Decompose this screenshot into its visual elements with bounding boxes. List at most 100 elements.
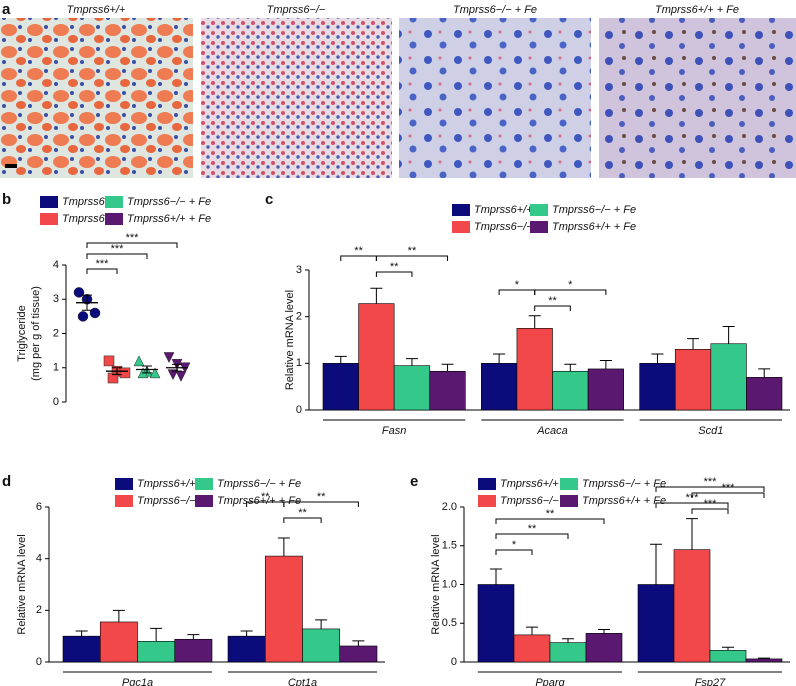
- error-bar: [75, 630, 88, 637]
- data-point: [163, 352, 175, 364]
- micrograph: [0, 18, 193, 178]
- legend-swatch: [105, 196, 123, 208]
- legend-swatch: [40, 213, 58, 225]
- legend-swatch: [530, 204, 548, 216]
- panel-letter: b: [2, 191, 11, 208]
- error-bar: [564, 363, 577, 372]
- micrograph: [599, 18, 796, 178]
- legend-swatch: [560, 495, 578, 507]
- error-bar: [651, 353, 664, 364]
- legend-swatch: [478, 478, 496, 490]
- legend-swatch: [195, 478, 213, 490]
- image-label: Tmprss6+/+ + Fe: [655, 4, 739, 16]
- legend-swatch: [115, 495, 133, 507]
- error-bar: [240, 630, 253, 637]
- error-bar: [686, 518, 698, 550]
- significance-label: *: [568, 279, 573, 291]
- bar: [99, 621, 138, 663]
- image-label: Tmprss6−/−: [267, 4, 326, 16]
- legend-label: Tmprss6−/− + Fe: [582, 478, 666, 490]
- error-bar: [722, 325, 735, 344]
- y-tick-label: 1.5: [442, 540, 457, 552]
- legend-label: Tmprss6−/−: [137, 495, 196, 507]
- significance-label: **: [408, 245, 417, 257]
- y-tick-label: 0: [451, 656, 457, 668]
- sem-bar: [82, 294, 92, 311]
- legend-label: Tmprss6+/+: [137, 478, 196, 490]
- error-bar: [352, 640, 365, 646]
- legend-swatch: [40, 196, 58, 208]
- legend-label: Tmprss6+/+: [500, 478, 559, 490]
- y-tick-label: 0.5: [442, 617, 457, 629]
- bar: [322, 363, 359, 411]
- error-bar: [370, 287, 383, 304]
- bar: [674, 349, 712, 411]
- y-tick-label: 1: [296, 357, 302, 369]
- error-bar: [758, 368, 771, 378]
- error-bar: [493, 353, 506, 364]
- micrograph: [201, 18, 392, 178]
- bar: [710, 343, 747, 411]
- x-tick-label: Scd1: [698, 425, 723, 437]
- legend-swatch: [195, 495, 213, 507]
- bar: [549, 642, 587, 663]
- data-point: [103, 355, 115, 367]
- significance-bracket: [495, 518, 605, 524]
- data-point: [89, 307, 101, 319]
- error-bar: [526, 626, 538, 635]
- y-tick-label: 3: [296, 264, 302, 276]
- legend-label: Tmprss6−/− + Fe: [552, 204, 636, 216]
- legend-label: Tmprss6+/+ + Fe: [127, 213, 211, 225]
- panel-letter: d: [2, 473, 11, 490]
- data-point: [107, 372, 119, 384]
- y-tick-label: 2: [296, 311, 302, 323]
- error-bar: [112, 609, 125, 622]
- significance-label: *: [515, 279, 520, 291]
- significance-label: **: [261, 491, 270, 503]
- error-bar: [650, 543, 662, 585]
- significance-label: *: [512, 539, 517, 551]
- legend-swatch: [115, 478, 133, 490]
- error-bar: [277, 537, 290, 557]
- bar: [137, 641, 176, 663]
- bar: [516, 328, 553, 411]
- panel-letter: c: [265, 191, 273, 208]
- y-tick-label: 2: [53, 327, 59, 339]
- significance-bracket: [283, 517, 322, 523]
- error-bar: [441, 363, 454, 372]
- y-tick-label: 6: [36, 501, 42, 513]
- legend-swatch: [452, 221, 470, 233]
- bar: [264, 555, 303, 663]
- data-point: [175, 371, 187, 382]
- significance-bracket: [375, 255, 449, 261]
- x-tick-label: Fsp27: [695, 677, 726, 686]
- legend-label: Tmprss6+/+ + Fe: [582, 495, 666, 507]
- y-tick-label: 1: [53, 362, 59, 374]
- error-bar: [334, 355, 347, 364]
- significance-label: **: [298, 507, 307, 519]
- image-label: Tmprss6−/− + Fe: [453, 4, 537, 16]
- significance-bracket: [655, 486, 765, 492]
- data-point: [73, 287, 85, 298]
- significance-bracket: [495, 549, 533, 555]
- significance-label: ***: [126, 232, 140, 244]
- x-tick-label: Acaca: [536, 425, 568, 437]
- legend-swatch: [478, 495, 496, 507]
- legend-swatch: [105, 213, 123, 225]
- bar: [639, 363, 676, 411]
- data-point: [149, 367, 161, 379]
- significance-label: **: [546, 508, 555, 520]
- bar: [709, 650, 747, 663]
- x-tick-label: Pparg: [535, 677, 565, 686]
- bar: [62, 635, 101, 663]
- x-tick-label: Pgc1a: [122, 677, 153, 686]
- y-axis-label: Relative mRNA level: [430, 534, 442, 634]
- data-point: [77, 311, 89, 322]
- significance-bracket: [691, 508, 729, 514]
- bar: [513, 634, 551, 663]
- error-bar: [528, 315, 541, 329]
- significance-bracket: [534, 305, 571, 311]
- x-tick-label: Cpt1a: [288, 677, 317, 686]
- significance-label: **: [390, 261, 399, 273]
- legend-swatch: [530, 221, 548, 233]
